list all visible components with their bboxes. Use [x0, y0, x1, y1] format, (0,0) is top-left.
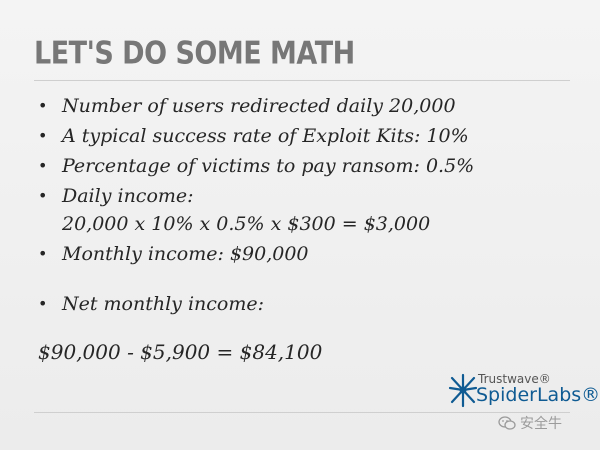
spider-icon	[448, 373, 478, 408]
watermark: 安全牛	[498, 412, 562, 434]
bullet-subline: 20,000 x 10% x 0.5% x $300 = $3,000	[62, 213, 431, 235]
slide-title: LET'S DO SOME MATH	[34, 36, 355, 72]
footer-divider	[34, 412, 570, 413]
trustwave-logo: Trustwave® SpiderLabs®	[448, 370, 600, 414]
bullet-item: Percentage of victims to pay ransom: 0.5…	[36, 152, 566, 180]
logo-brand-name: Trustwave®	[478, 372, 551, 386]
logo-product-name: SpiderLabs®	[476, 384, 600, 406]
title-divider	[34, 80, 570, 81]
bullet-item: Number of users redirected daily 20,000	[36, 92, 566, 120]
watermark-text: 安全牛	[520, 416, 562, 432]
bullet-item: Net monthly income:	[36, 290, 566, 318]
bullet-item: Daily income: 20,000 x 10% x 0.5% x $300…	[36, 182, 566, 238]
bullet-item: A typical success rate of Exploit Kits: …	[36, 122, 566, 150]
bullet-list: Number of users redirected daily 20,000 …	[36, 92, 566, 320]
wechat-icon	[498, 416, 516, 430]
bullet-item: Monthly income: $90,000	[36, 240, 566, 268]
net-income-equation: $90,000 - $5,900 = $84,100	[38, 340, 323, 364]
